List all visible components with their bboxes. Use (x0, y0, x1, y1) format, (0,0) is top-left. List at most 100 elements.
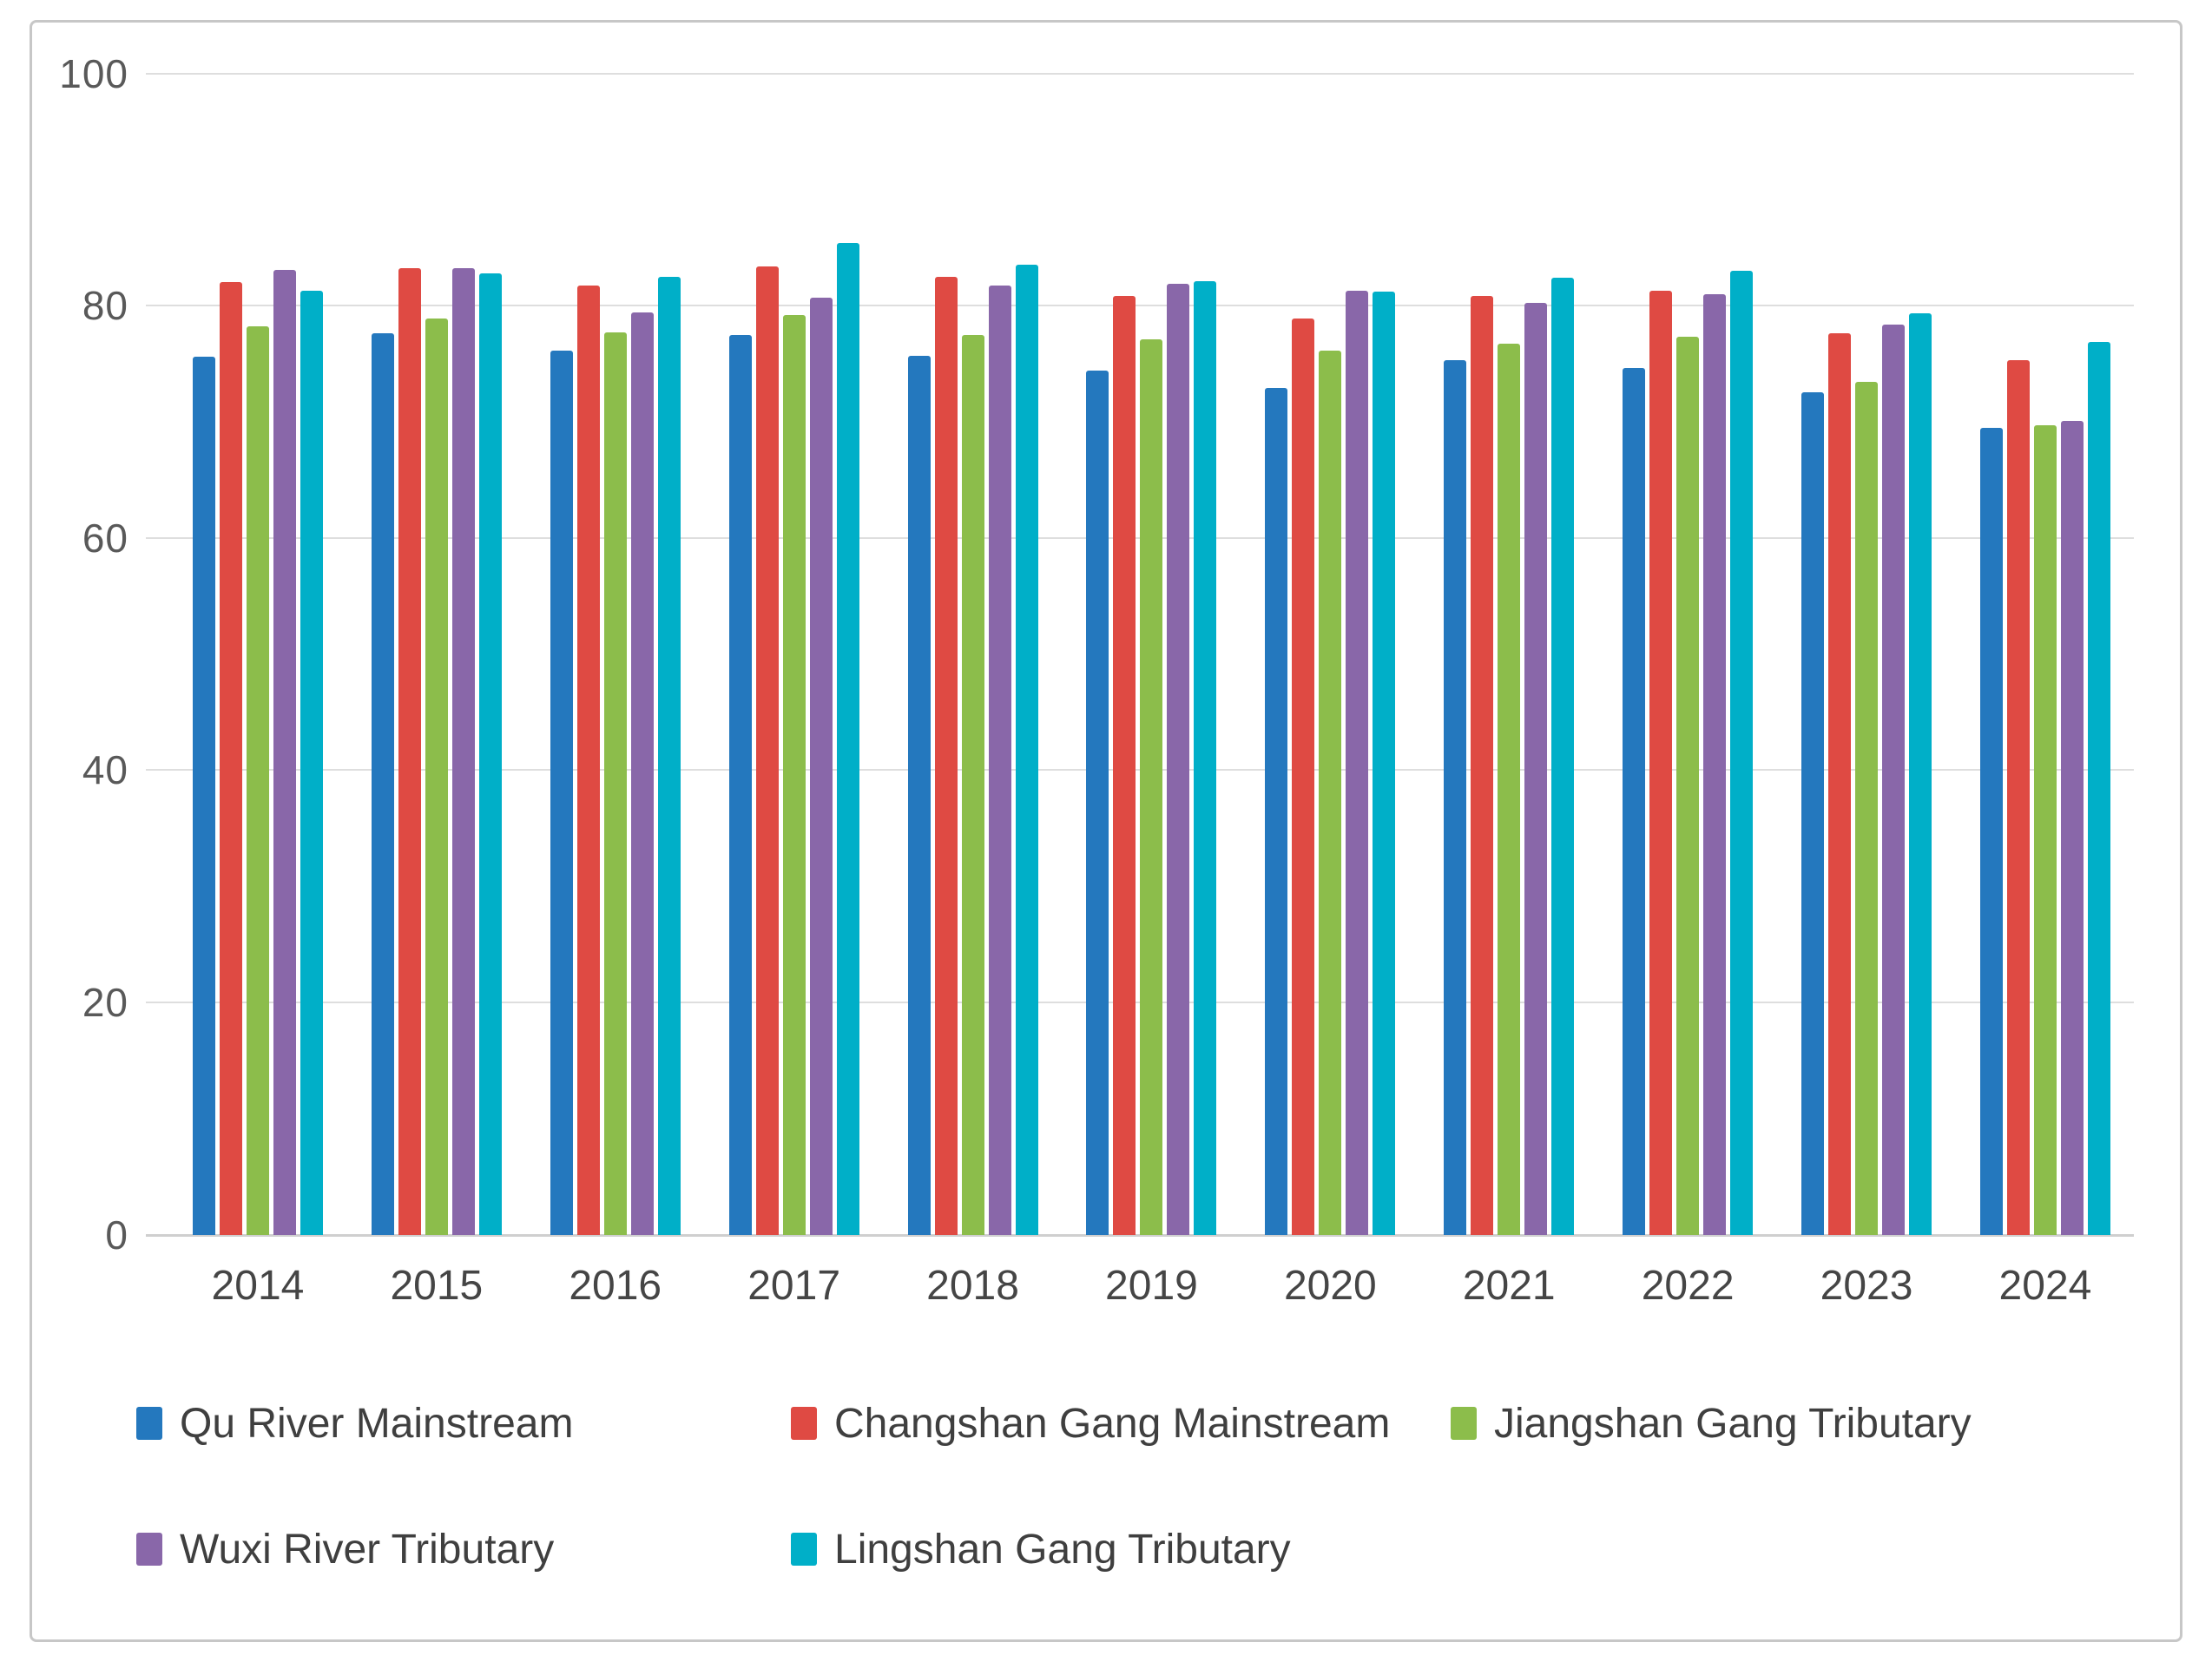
legend-label: Changshan Gang Mainstream (834, 1400, 1391, 1447)
gridline-y20 (146, 1001, 2134, 1003)
x-axis-tick-label-2021: 2021 (1462, 1263, 1556, 1309)
y-axis-tick-label: 60 (82, 515, 128, 561)
bar-group-2023 (1777, 74, 1956, 1235)
bar-2020-qu-river-mainstream (1265, 388, 1288, 1235)
bar-group-2022 (1598, 74, 1777, 1235)
bar-2024-changshan-gang-mainstream (2006, 360, 2030, 1235)
gridline-y100 (146, 72, 2134, 75)
x-axis-tick-label-2022: 2022 (1641, 1263, 1735, 1309)
x-axis-tick-label-2020: 2020 (1283, 1263, 1377, 1309)
legend-item-wuxi-river-tributary: Wuxi River Tributary (136, 1525, 554, 1573)
bar-2017-changshan-gang-mainstream (755, 266, 779, 1235)
bar-2016-qu-river-mainstream (550, 351, 573, 1235)
bar-2022-lingshan-gang-tributary (1730, 270, 1754, 1235)
bar-2016-lingshan-gang-tributary (657, 276, 681, 1235)
bar-2017-lingshan-gang-tributary (836, 242, 859, 1235)
x-axis-tick-label-2023: 2023 (1820, 1263, 1913, 1309)
bar-2022-jiangshan-gang-tributary (1676, 337, 1700, 1235)
legend-swatch-icon (791, 1407, 817, 1440)
bar-2017-qu-river-mainstream (728, 334, 752, 1235)
bar-2015-lingshan-gang-tributary (478, 273, 502, 1235)
legend-swatch-icon (1451, 1407, 1477, 1440)
bar-2018-lingshan-gang-tributary (1015, 265, 1038, 1235)
bar-2024-qu-river-mainstream (1979, 427, 2003, 1235)
bar-2021-jiangshan-gang-tributary (1498, 344, 1521, 1235)
bar-2015-qu-river-mainstream (371, 333, 394, 1235)
y-axis-tick-label: 0 (105, 1212, 128, 1258)
bar-2021-lingshan-gang-tributary (1551, 278, 1575, 1235)
bar-group-2024 (1956, 74, 2135, 1235)
bar-2015-changshan-gang-mainstream (398, 268, 421, 1235)
gridline-y40 (146, 769, 2134, 772)
x-axis-tick-label-2016: 2016 (569, 1263, 662, 1309)
bar-2014-jiangshan-gang-tributary (246, 326, 269, 1235)
bar-2018-jiangshan-gang-tributary (961, 334, 984, 1235)
bar-2022-wuxi-river-tributary (1703, 293, 1727, 1235)
bar-group-2021 (1419, 74, 1598, 1235)
gridline-y80 (146, 305, 2134, 307)
bar-2019-lingshan-gang-tributary (1194, 281, 1217, 1235)
legend-item-jiangshan-gang-tributary: Jiangshan Gang Tributary (1451, 1399, 1972, 1448)
y-axis-tick-label: 20 (82, 979, 128, 1025)
bar-group-2018 (884, 74, 1063, 1235)
bar-2024-lingshan-gang-tributary (2087, 341, 2110, 1235)
bar-2021-qu-river-mainstream (1444, 360, 1467, 1235)
bar-2014-lingshan-gang-tributary (300, 290, 323, 1235)
bar-2020-wuxi-river-tributary (1346, 290, 1369, 1235)
bar-2023-changshan-gang-mainstream (1828, 333, 1852, 1235)
bar-2020-changshan-gang-mainstream (1292, 318, 1315, 1235)
bar-group-2014 (168, 74, 347, 1235)
y-axis-tick-label: 80 (82, 283, 128, 329)
bar-group-2016 (526, 74, 705, 1235)
bar-2020-jiangshan-gang-tributary (1319, 351, 1342, 1235)
bar-2022-changshan-gang-mainstream (1649, 290, 1673, 1235)
legend-swatch-icon (791, 1533, 817, 1566)
y-axis-tick-label: 40 (82, 747, 128, 793)
bar-2019-jiangshan-gang-tributary (1140, 338, 1163, 1235)
x-axis-tick-label-2015: 2015 (390, 1263, 484, 1309)
gridline-y60 (146, 536, 2134, 539)
bar-2020-lingshan-gang-tributary (1373, 292, 1396, 1235)
bar-2023-lingshan-gang-tributary (1909, 313, 1932, 1235)
bar-2023-qu-river-mainstream (1801, 392, 1825, 1235)
bar-group-2015 (347, 74, 526, 1235)
legend-item-changshan-gang-mainstream: Changshan Gang Mainstream (791, 1399, 1390, 1448)
bar-2019-qu-river-mainstream (1086, 371, 1109, 1235)
bar-2024-wuxi-river-tributary (2060, 420, 2084, 1235)
bar-2016-jiangshan-gang-tributary (603, 332, 627, 1235)
bar-2016-wuxi-river-tributary (630, 312, 654, 1235)
bar-group-2019 (1063, 74, 1241, 1235)
bar-2014-qu-river-mainstream (192, 356, 215, 1235)
legend-label: Wuxi River Tributary (180, 1526, 555, 1573)
bar-2019-changshan-gang-mainstream (1113, 296, 1136, 1235)
bar-2015-jiangshan-gang-tributary (425, 318, 448, 1235)
x-axis-tick-label-2014: 2014 (211, 1263, 305, 1309)
bar-2023-wuxi-river-tributary (1882, 324, 1906, 1235)
bar-2021-changshan-gang-mainstream (1471, 296, 1494, 1235)
x-axis-tick-label-2017: 2017 (747, 1263, 841, 1309)
bar-2024-jiangshan-gang-tributary (2033, 424, 2057, 1235)
bar-2019-wuxi-river-tributary (1167, 283, 1190, 1235)
x-axis-tick-label-2024: 2024 (1998, 1263, 2092, 1309)
legend-label: Lingshan Gang Tributary (834, 1526, 1291, 1573)
legend-swatch-icon (136, 1533, 162, 1566)
y-axis-tick-label: 100 (59, 50, 128, 96)
bar-2017-wuxi-river-tributary (809, 297, 833, 1235)
bar-2016-changshan-gang-mainstream (576, 286, 600, 1235)
bar-2014-wuxi-river-tributary (273, 269, 296, 1235)
x-axis-tick-label-2018: 2018 (926, 1263, 1019, 1309)
bar-2021-wuxi-river-tributary (1524, 303, 1548, 1235)
x-axis-tick-label-2019: 2019 (1105, 1263, 1198, 1309)
legend-label: Qu River Mainstream (180, 1400, 574, 1447)
legend-item-lingshan-gang-tributary: Lingshan Gang Tributary (791, 1525, 1291, 1573)
bar-2018-qu-river-mainstream (907, 355, 931, 1235)
bar-2017-jiangshan-gang-tributary (782, 314, 806, 1235)
legend-label: Jiangshan Gang Tributary (1494, 1400, 1972, 1447)
legend-swatch-icon (136, 1407, 162, 1440)
bar-2022-qu-river-mainstream (1623, 368, 1646, 1235)
bar-2014-changshan-gang-mainstream (219, 282, 242, 1235)
bar-2018-changshan-gang-mainstream (934, 276, 958, 1235)
bar-2018-wuxi-river-tributary (988, 286, 1011, 1235)
bar-group-2020 (1241, 74, 1419, 1235)
legend-item-qu-river-mainstream: Qu River Mainstream (136, 1399, 573, 1448)
